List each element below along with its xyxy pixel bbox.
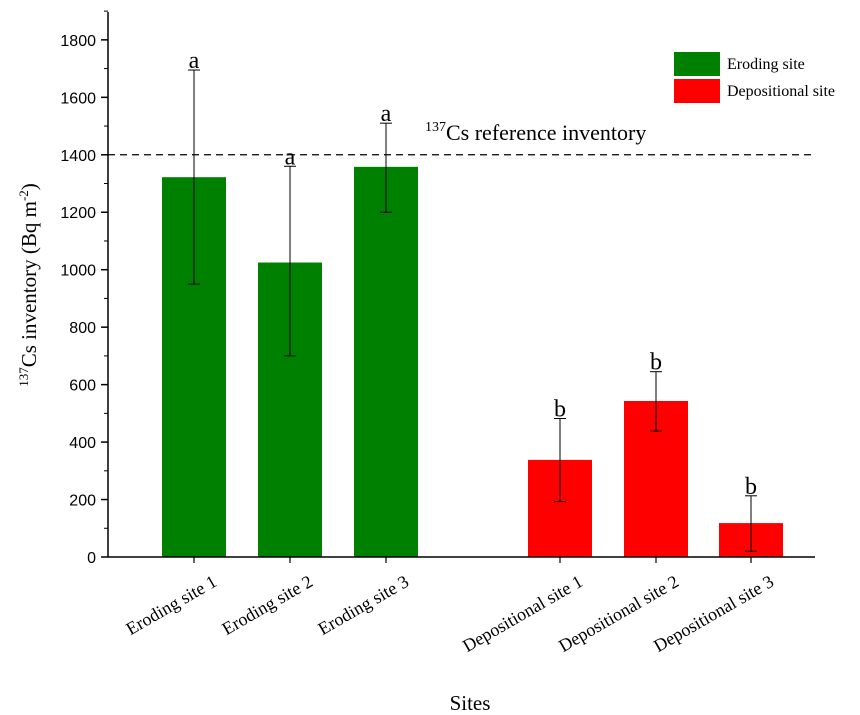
error-bar-eroding-site-2 (284, 165, 296, 357)
y-tick-label: 400 (69, 435, 96, 452)
error-bars-layer (188, 69, 757, 552)
y-axis: 0 200 400 600 800 1000 1200 1400 1600 1800 (60, 10, 109, 567)
y-tick-label: 1400 (60, 148, 96, 165)
significance-letter: b (745, 474, 757, 500)
x-tick-label: Eroding site 2 (219, 571, 316, 639)
reference-line-layer: 137Cs reference inventory (108, 120, 815, 156)
error-bar-depositional-site-2 (650, 371, 662, 432)
y-tick-label: 1800 (60, 33, 96, 50)
y-tick-label: 1200 (60, 205, 96, 222)
y-tick-label: 1000 (60, 263, 96, 280)
significance-letter: b (650, 350, 662, 376)
x-tick-label: Eroding site 1 (123, 571, 220, 639)
legend-label-depositional-site: Depositional site (727, 83, 835, 100)
legend: Eroding site Depositional site (674, 52, 835, 103)
error-bar-eroding-site-3 (380, 122, 392, 213)
bars-layer (162, 166, 783, 558)
error-bar-depositional-site-1 (554, 418, 566, 503)
y-tick-label: 600 (69, 378, 96, 395)
bar-eroding-site-3 (354, 166, 418, 557)
x-axis-title: Sites (450, 691, 491, 715)
error-bar-depositional-site-3 (745, 495, 757, 552)
y-axis-title: 137Cs inventory (Bq m-2) (16, 183, 41, 387)
x-tick-label: Eroding site 3 (315, 571, 412, 639)
error-bar-eroding-site-1 (188, 69, 200, 285)
y-tick-label: 1600 (60, 90, 96, 107)
y-tick-label: 0 (87, 550, 96, 567)
significance-letter: a (381, 101, 392, 127)
legend-label-eroding-site: Eroding site (727, 56, 805, 73)
significance-letter: a (189, 48, 200, 74)
legend-swatch-depositional-site (674, 79, 720, 103)
significance-letter: b (554, 397, 566, 423)
significance-letter: a (285, 144, 296, 170)
legend-swatch-eroding-site (674, 52, 720, 76)
axis-titles: Sites 137Cs inventory (Bq m-2) (16, 183, 490, 715)
y-tick-label: 800 (69, 320, 96, 337)
reference-line-label: 137Cs reference inventory (425, 120, 646, 145)
y-tick-label: 200 (69, 493, 96, 510)
significance-letters-layer: a a a b b b (189, 48, 757, 500)
